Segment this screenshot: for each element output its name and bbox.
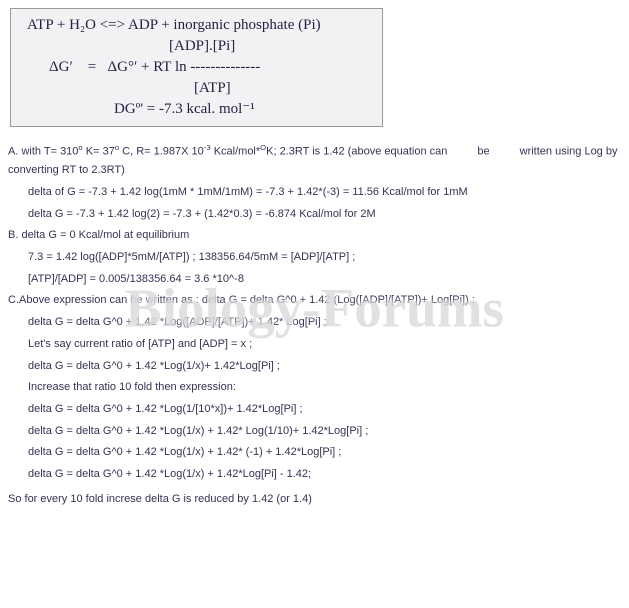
dg-standard: DGº' = -7.3 kcal. mol⁻¹ xyxy=(19,99,374,120)
section-c-line4: Increase that ratio 10 fold then express… xyxy=(8,378,623,397)
a-intro-5: K; 2.3RT is 1.42 (above equation can xyxy=(266,146,447,158)
numerator: [ADP].[Pi] xyxy=(19,36,374,57)
dg-std-label: DGº' = xyxy=(114,101,155,117)
section-c-intro: C.Above expression can be written as : d… xyxy=(8,291,623,310)
section-b-header: B. delta G = 0 Kcal/mol at equilibrium xyxy=(8,226,623,245)
equation-box: ATP + H₂O <=> ADP + inorganic phosphate … xyxy=(10,8,383,127)
section-c-line8: delta G = delta G^0 + 1.42 *Log(1/x) + 1… xyxy=(8,465,623,484)
section-c-line3: delta G = delta G^0 + 1.42 *Log(1/x)+ 1.… xyxy=(8,357,623,376)
a-intro-2: K= 37 xyxy=(83,146,115,158)
section-b-calc2: [ATP]/[ADP] = 0.005/138356.64 = 3.6 *10^… xyxy=(8,270,623,289)
a-intro-4: Kcal/mol* xyxy=(211,146,261,158)
dg-eq: = xyxy=(88,59,96,75)
section-c-line7: delta G = delta G^0 + 1.42 *Log(1/x) + 1… xyxy=(8,443,623,462)
a-intro-3: C, R= 1.987X 10 xyxy=(119,146,204,158)
reaction-equation: ATP + H₂O <=> ADP + inorganic phosphate … xyxy=(19,15,374,36)
section-b-calc1: 7.3 = 1.42 log([ADP]*5mM/[ATP]) ; 138356… xyxy=(8,248,623,267)
exponent-neg3: -3 xyxy=(204,143,211,152)
section-a-calc2: delta G = -7.3 + 1.42 log(2) = -7.3 + (1… xyxy=(8,205,623,224)
delta-g-expression: ΔG′ = ΔG°′ + RT ln -------------- xyxy=(19,57,374,78)
dg-rhs: ΔG°′ + RT ln -------------- xyxy=(107,59,260,75)
denominator: [ATP] xyxy=(19,78,374,99)
conclusion: So for every 10 fold increse delta G is … xyxy=(8,490,623,509)
section-a-intro: A. with T= 310o K= 37o C, R= 1.987X 10-3… xyxy=(8,141,623,180)
dg-lhs: ΔG′ xyxy=(49,59,73,75)
solution-body: A. with T= 310o K= 37o C, R= 1.987X 10-3… xyxy=(0,127,629,508)
section-c-line1: delta G = delta G^0 + 1.42 *Log([ADP]/[A… xyxy=(8,313,623,332)
a-intro-written: written xyxy=(520,146,552,158)
section-c-line2: Let's say current ratio of [ATP] and [AD… xyxy=(8,335,623,354)
dg-std-value: -7.3 kcal. mol⁻¹ xyxy=(159,101,255,117)
section-c-line5: delta G = delta G^0 + 1.42 *Log(1/[10*x]… xyxy=(8,400,623,419)
section-c-line6: delta G = delta G^0 + 1.42 *Log(1/x) + 1… xyxy=(8,422,623,441)
section-a-calc1: delta of G = -7.3 + 1.42 log(1mM * 1mM/1… xyxy=(8,183,623,202)
a-intro-1: A. with T= 310 xyxy=(8,146,78,158)
a-intro-be: be xyxy=(477,146,489,158)
